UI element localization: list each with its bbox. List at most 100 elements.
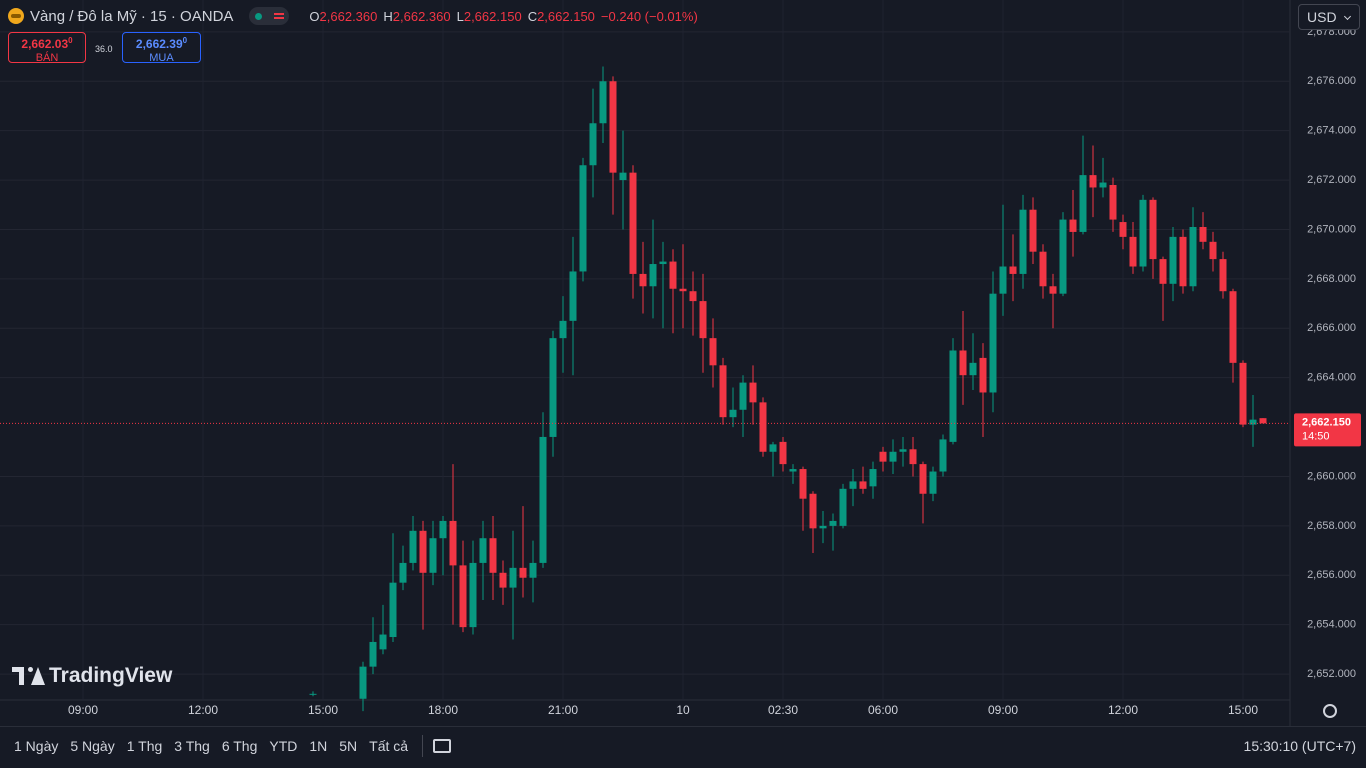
y-tick-label: 2,658.000	[1307, 520, 1356, 532]
candle-body	[979, 357, 987, 393]
candle-body	[1089, 175, 1097, 188]
x-tick-label: 09:00	[68, 703, 98, 717]
candle-body	[1049, 286, 1057, 294]
candle-body	[1159, 259, 1167, 284]
candle-body	[449, 520, 457, 566]
x-tick-label: 15:00	[308, 703, 338, 717]
candle-body	[499, 572, 507, 588]
range-button[interactable]: 5 Ngày	[70, 737, 115, 754]
candle-body	[1139, 199, 1147, 267]
candle-body	[1019, 209, 1027, 274]
candle-body	[1219, 259, 1227, 292]
candle-body	[1149, 199, 1157, 260]
candle-body	[389, 582, 397, 638]
candle-body	[869, 469, 877, 487]
candle-body	[359, 666, 367, 699]
candle-body	[989, 293, 997, 393]
candle-body	[839, 488, 847, 526]
candle-body	[889, 451, 897, 462]
range-button[interactable]: 3 Thg	[174, 737, 210, 754]
ohlc-values: O 2,662.360 H 2,662.360 L 2,662.150 C 2,662.150	[303, 9, 595, 24]
candle-body	[579, 165, 587, 272]
candle-body	[699, 301, 707, 339]
candle-body	[479, 538, 487, 563]
candle-body	[689, 291, 697, 302]
buy-button[interactable]: 2,662.390 MUA	[122, 32, 201, 64]
chart: 2,652.000 2,654.000 2,656.000 2,658.000 2,66…	[0, 0, 1361, 726]
last-price-box	[1294, 413, 1361, 447]
candle-body	[589, 123, 597, 166]
symbol-name[interactable]: Vàng / Đô la Mỹ · 15 · OANDA	[30, 7, 234, 25]
candle-body	[1079, 175, 1087, 232]
candle-body	[959, 350, 967, 376]
candle-body	[939, 439, 947, 472]
y-tick-label: 2,666.000	[1307, 322, 1356, 334]
candle-body	[749, 382, 757, 403]
candle-body	[469, 562, 477, 628]
x-tick-label: 06:00	[868, 703, 898, 717]
candle-body	[719, 365, 727, 418]
candle-body	[409, 530, 417, 563]
sell-sup: 0	[68, 36, 73, 45]
range-button[interactable]: 5N	[339, 737, 358, 754]
candle-body	[549, 338, 557, 437]
candle-body	[929, 471, 937, 494]
range-button[interactable]: Tất cả	[369, 737, 409, 754]
candle-body	[1189, 226, 1197, 287]
candle-body	[559, 320, 567, 339]
candle-body	[509, 567, 517, 588]
range-button[interactable]: 6 Thg	[221, 737, 258, 754]
market-status[interactable]	[249, 7, 290, 25]
spread: 36.0	[95, 44, 113, 54]
watermark-text: TradingView	[49, 664, 173, 687]
candle-body	[1039, 251, 1047, 287]
candle-body	[519, 567, 527, 578]
countdown: 14:50	[1302, 430, 1330, 442]
range-button[interactable]: YTD	[269, 737, 298, 754]
candle-body	[669, 261, 677, 289]
candle-body	[1259, 418, 1267, 424]
x-tick-label: 12:00	[188, 703, 218, 717]
y-tick-label: 2,672.000	[1307, 174, 1356, 186]
y-tick-label: 2,670.000	[1307, 223, 1356, 235]
buy-price: 2,662.39	[135, 37, 183, 51]
x-tick-label: 21:00	[548, 703, 578, 717]
settings-icon[interactable]	[1323, 704, 1337, 718]
candle-body	[949, 350, 957, 442]
candle-body	[619, 172, 627, 181]
candle-body	[1229, 291, 1237, 363]
candle-body	[789, 469, 797, 472]
range-button[interactable]: 1 Ngày	[14, 737, 59, 754]
candle-body	[1119, 222, 1127, 237]
symbol-icon	[8, 8, 24, 24]
range-button[interactable]: 1 Thg	[126, 737, 163, 754]
range-button[interactable]: 1N	[309, 737, 328, 754]
date-range-icon[interactable]	[433, 738, 452, 753]
candle-body	[859, 481, 867, 489]
x-tick-label: 15:00	[1228, 703, 1258, 717]
candle-body	[529, 562, 537, 578]
currency-select[interactable]: USD	[1298, 4, 1360, 30]
candle-body	[489, 538, 497, 573]
candle-body	[999, 266, 1007, 294]
candle-body	[1129, 236, 1137, 267]
ohlc-key: O	[309, 8, 320, 24]
candle-body	[1029, 209, 1037, 252]
candle-body	[379, 634, 387, 650]
candle-body	[819, 525, 827, 529]
candle-body	[679, 288, 687, 292]
candle-body	[969, 362, 977, 376]
candle-body	[1059, 219, 1067, 294]
candle-body	[539, 436, 547, 563]
candle-body	[459, 565, 467, 628]
clock[interactable]: 15:30:10 (UTC+7)	[1243, 737, 1356, 754]
sell-price: 2,662.03	[21, 37, 69, 51]
y-tick-label: 2,656.000	[1307, 569, 1356, 581]
candle-body	[569, 271, 577, 321]
status-dot	[255, 12, 263, 20]
separator	[422, 734, 424, 757]
candle-body	[1009, 266, 1017, 274]
candle-body	[909, 449, 917, 465]
sell-button[interactable]: 2,662.030 BÁN	[8, 32, 86, 64]
candle-body	[919, 464, 927, 494]
